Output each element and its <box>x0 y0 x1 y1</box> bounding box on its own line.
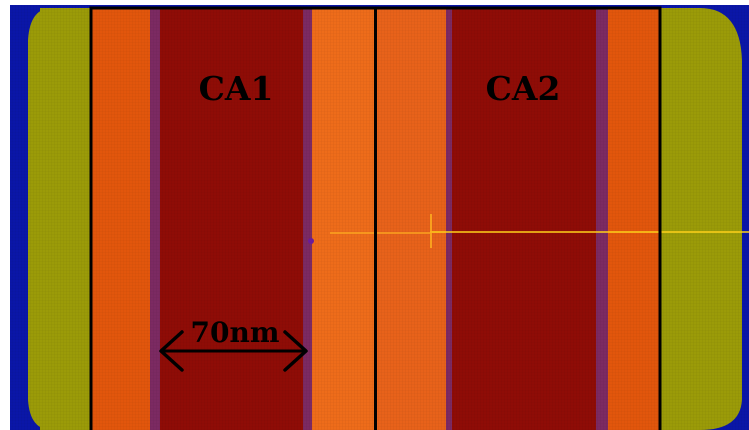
grid-texture <box>10 5 749 430</box>
ca1-label: CA1 <box>199 69 274 108</box>
left-white-margin <box>0 0 10 430</box>
dimension-arrow <box>159 330 308 372</box>
top-white-margin <box>0 0 749 5</box>
origin-marker <box>308 238 314 244</box>
dimension-label: 70nm <box>191 316 280 349</box>
ca2-label: CA2 <box>486 69 561 108</box>
